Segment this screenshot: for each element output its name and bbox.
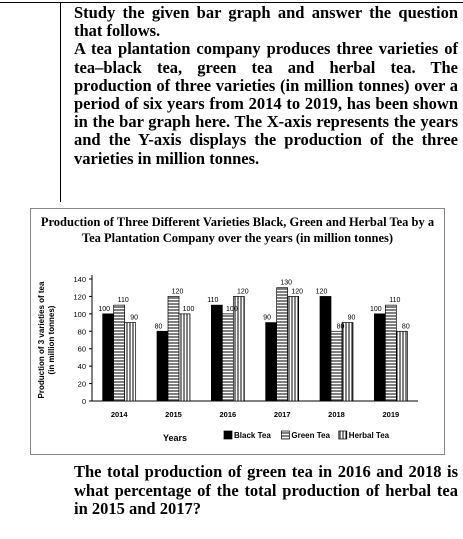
intro-line-1: Study the given bar graph and answer the… — [74, 3, 458, 41]
left-rule — [60, 2, 61, 202]
chart-title: Production of Three Different Varieties … — [40, 215, 435, 245]
question-text: The total production of green tea in 201… — [74, 462, 458, 518]
intro-line-2: A tea plantation company produces three … — [74, 39, 458, 168]
intro-text: Study the given bar graph and answer the… — [74, 3, 458, 168]
top-rule — [0, 2, 463, 3]
